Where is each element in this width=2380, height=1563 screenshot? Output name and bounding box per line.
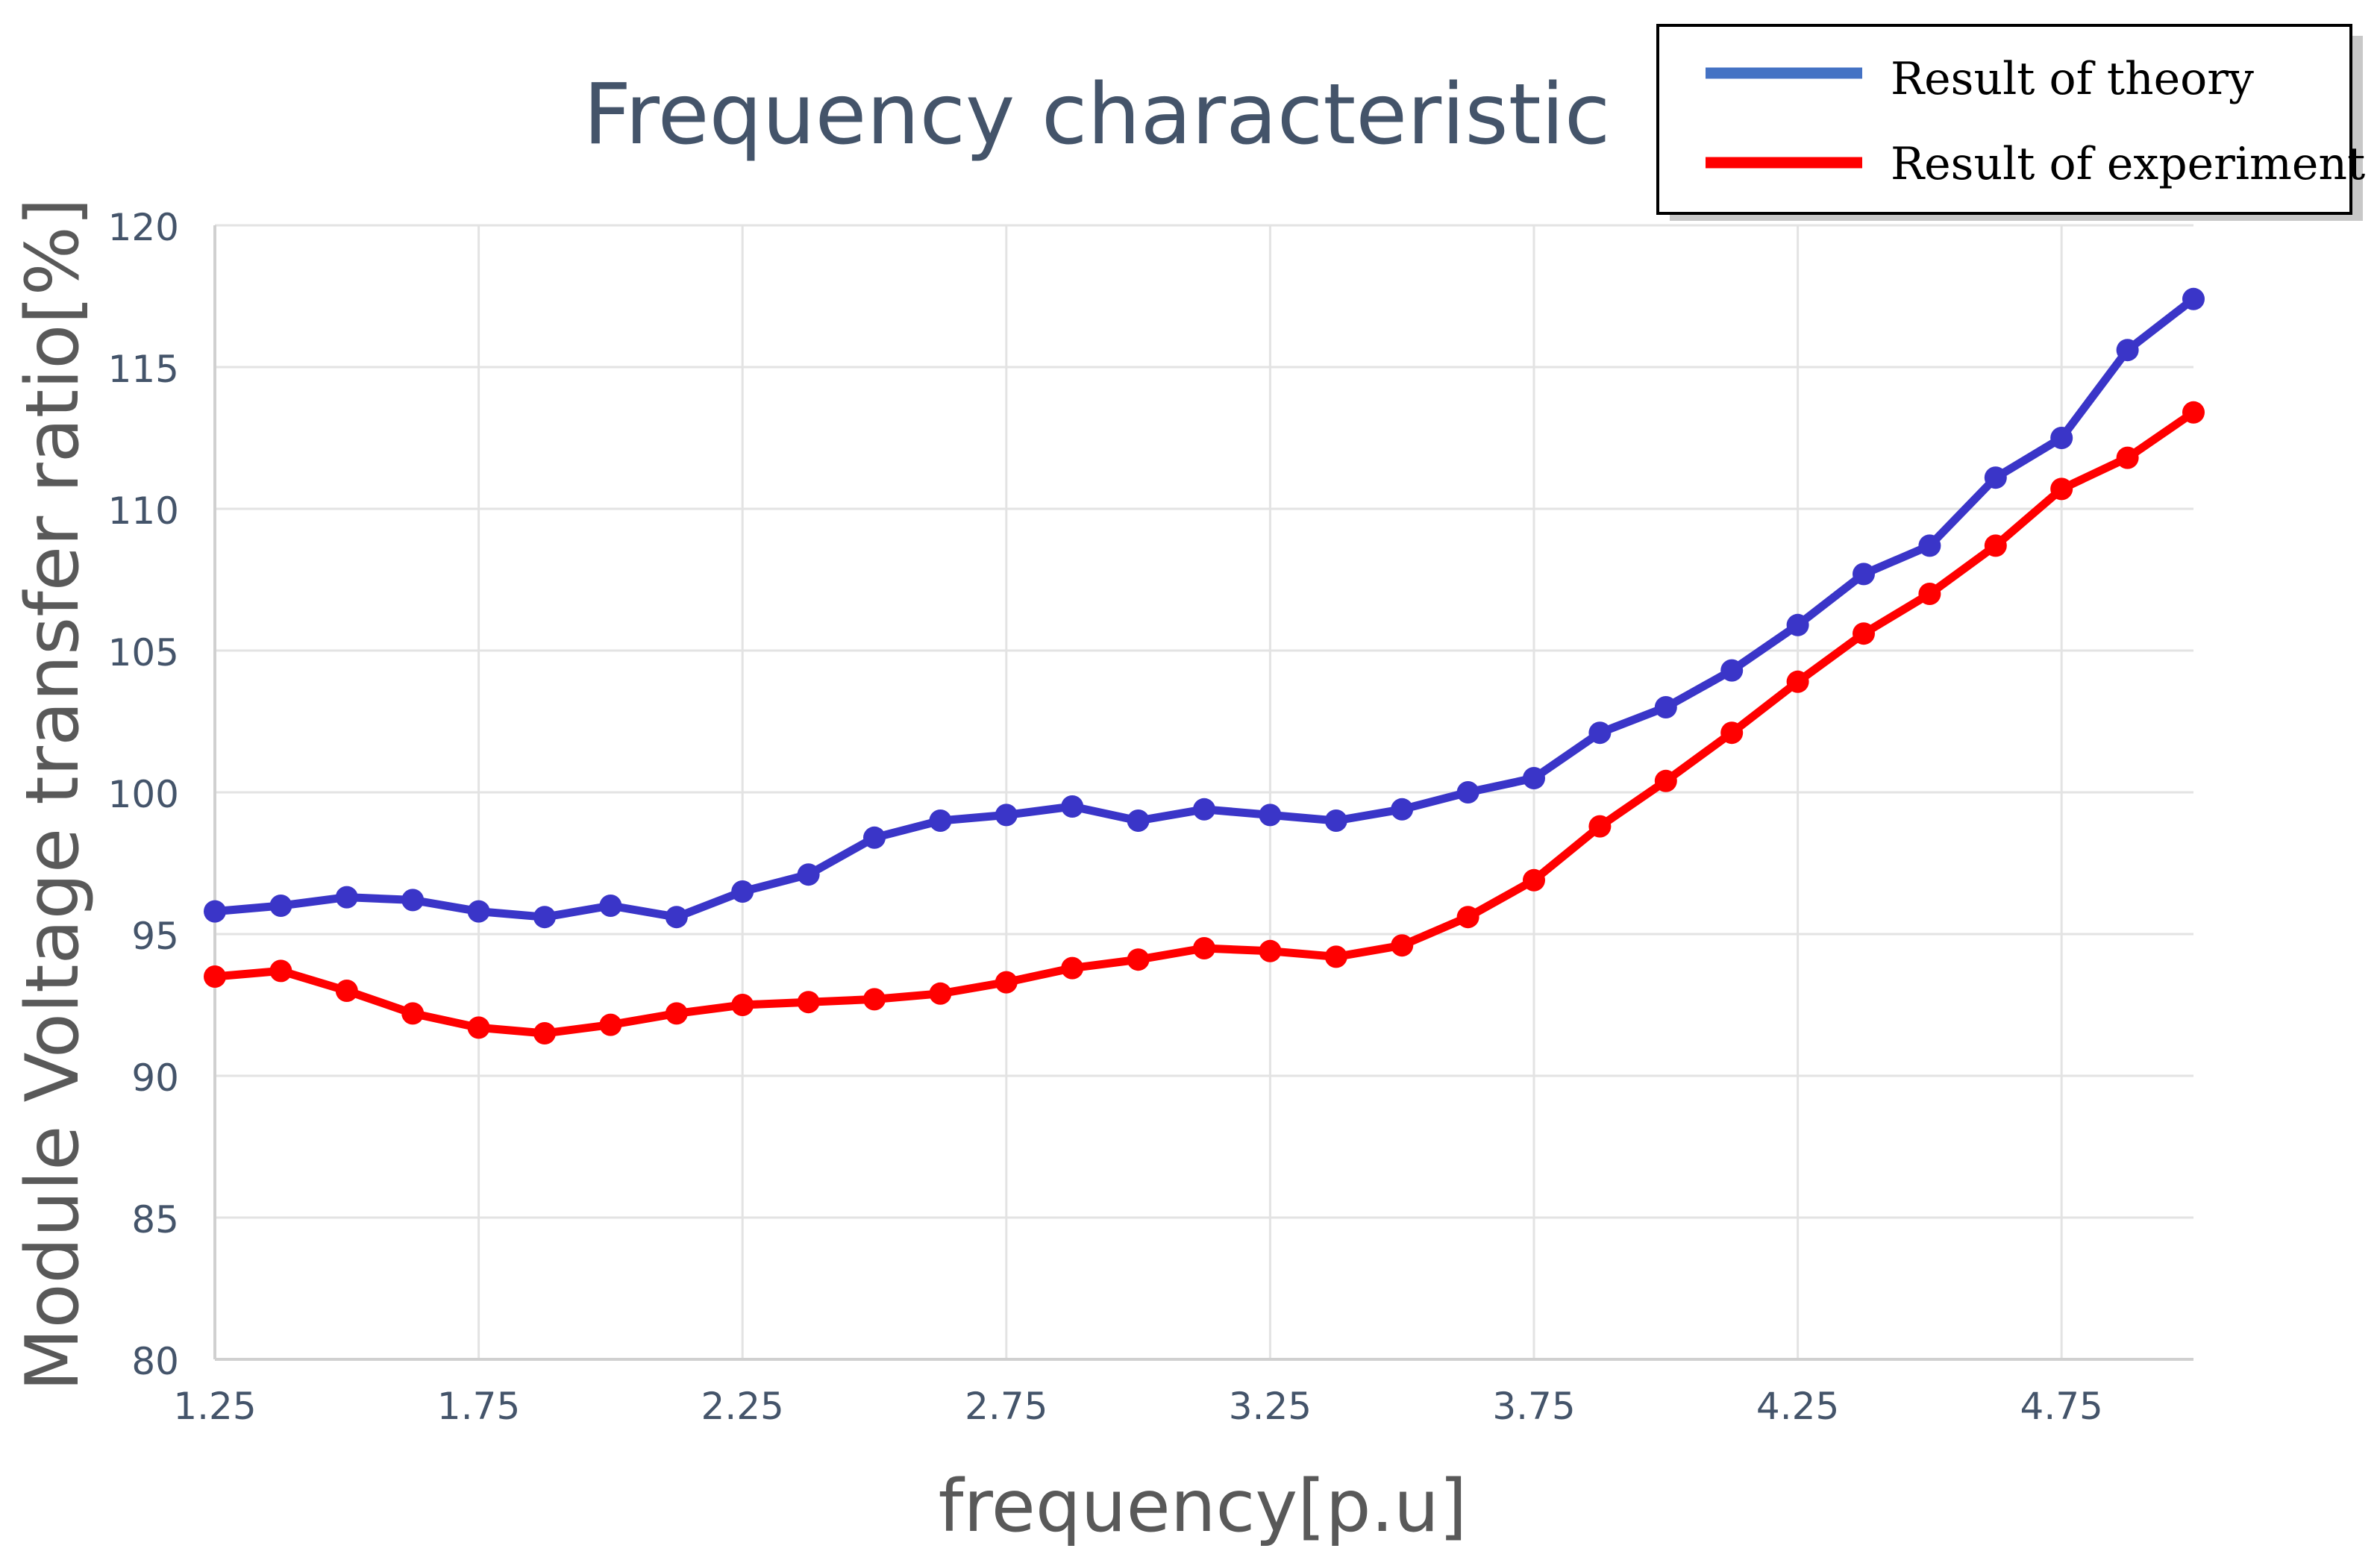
data-point	[2182, 401, 2205, 424]
data-point	[1984, 534, 2007, 557]
data-point	[1193, 798, 1215, 821]
data-point	[863, 988, 886, 1011]
data-point	[2116, 339, 2139, 362]
x-tick-label: 1.75	[437, 1385, 520, 1428]
data-point	[1588, 721, 1612, 745]
y-tick-label: 95	[131, 915, 179, 958]
legend-label-experiment: Result of experiment	[1891, 138, 2365, 190]
data-point	[1456, 906, 1479, 929]
y-tick-label: 80	[131, 1340, 179, 1383]
data-point	[995, 804, 1018, 827]
data-point	[599, 895, 622, 917]
data-point	[1654, 769, 1677, 792]
data-point	[1523, 868, 1545, 892]
x-tick-label: 3.75	[1492, 1385, 1575, 1428]
axes	[213, 225, 2193, 1361]
x-axis-title: frequency[p.u]	[939, 1465, 1468, 1548]
data-point	[599, 1013, 622, 1036]
data-point	[1127, 809, 1150, 832]
data-point	[1786, 613, 1809, 636]
legend-box	[1656, 24, 2352, 215]
data-point	[1654, 696, 1677, 718]
data-point	[269, 959, 292, 983]
y-tick-label: 105	[108, 631, 179, 674]
data-point	[863, 826, 886, 849]
data-point	[797, 863, 820, 886]
series-theory	[204, 287, 2205, 929]
y-axis-title: Module Voltage transfer ratio[%]	[10, 198, 95, 1391]
data-point	[1061, 956, 1084, 980]
data-point	[929, 809, 952, 832]
data-point	[1324, 945, 1347, 968]
series-experiment	[204, 401, 2205, 1044]
data-point	[533, 1022, 556, 1044]
data-point	[665, 906, 688, 929]
data-point	[1193, 937, 1215, 959]
y-tick-label: 110	[108, 489, 179, 533]
data-point	[2116, 446, 2139, 469]
legend-label-theory: Result of theory	[1891, 53, 2254, 105]
data-point	[204, 965, 226, 988]
x-tick-label: 3.25	[1229, 1385, 1312, 1428]
data-point	[335, 980, 358, 1002]
data-point	[1456, 781, 1479, 804]
data-point	[1061, 795, 1084, 818]
data-point	[1391, 798, 1414, 821]
data-point	[467, 1016, 490, 1039]
data-point	[1853, 563, 1875, 586]
data-point	[797, 991, 820, 1014]
data-point	[1127, 948, 1150, 971]
x-tick-label: 4.25	[1756, 1385, 1839, 1428]
legend: Result of theory Result of experiment	[1656, 24, 2365, 221]
data-point	[269, 895, 292, 917]
data-point	[2050, 477, 2073, 501]
y-tick-label: 90	[131, 1056, 179, 1100]
y-tick-label: 85	[131, 1198, 179, 1241]
data-point	[1259, 939, 1282, 962]
data-point	[1391, 934, 1414, 957]
data-point	[1786, 670, 1809, 693]
data-point	[204, 900, 226, 923]
x-tick-label: 2.25	[701, 1385, 784, 1428]
data-point	[1324, 809, 1347, 832]
data-series	[204, 287, 2205, 1044]
y-tick-label: 115	[108, 348, 179, 391]
data-point	[1720, 721, 1744, 745]
data-point	[929, 982, 952, 1005]
data-point	[1918, 534, 1941, 557]
data-point	[995, 971, 1018, 994]
y-tick-label: 120	[108, 206, 179, 249]
data-point	[533, 906, 556, 929]
data-point	[1984, 466, 2007, 489]
data-point	[1259, 804, 1282, 827]
chart-title: Frequency characteristic	[583, 66, 1611, 163]
data-point	[1918, 583, 1941, 605]
data-point	[467, 900, 490, 923]
data-point	[1853, 622, 1875, 645]
data-point	[401, 889, 425, 912]
y-tick-labels: 80 85 90 95 100 105 110 115 120	[108, 206, 179, 1383]
grid-lines	[215, 224, 2193, 1359]
x-tick-labels: 1.25 1.75 2.25 2.75 3.25 3.75 4.25 4.75	[173, 1385, 2103, 1428]
data-point	[335, 886, 358, 909]
data-point	[2182, 287, 2205, 310]
data-point	[1720, 659, 1744, 682]
data-point	[731, 994, 754, 1016]
data-point	[1523, 767, 1545, 789]
x-tick-label: 4.75	[2020, 1385, 2103, 1428]
data-point	[665, 1002, 688, 1025]
data-point	[1588, 815, 1612, 838]
y-tick-label: 100	[108, 773, 179, 816]
x-tick-label: 2.75	[965, 1385, 1047, 1428]
x-tick-label: 1.25	[173, 1385, 256, 1428]
data-point	[2050, 427, 2073, 449]
data-point	[401, 1002, 425, 1025]
data-point	[731, 880, 754, 903]
